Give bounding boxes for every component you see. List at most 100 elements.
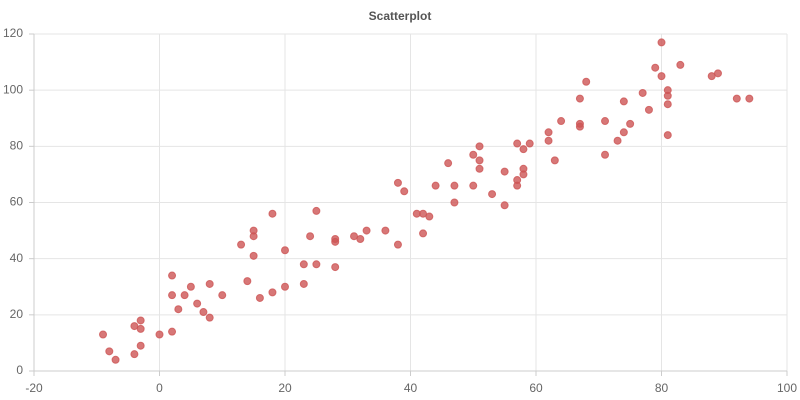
point [249,232,258,241]
point [299,260,308,269]
point [105,347,114,356]
point [155,330,164,339]
point [500,201,509,210]
point [331,237,340,246]
point [557,117,566,126]
point [575,122,584,131]
point [732,94,741,103]
y-tick-label: 60 [10,195,24,209]
point [519,170,528,179]
point [475,164,484,173]
point [136,324,145,333]
y-tick-label: 0 [16,363,23,377]
x-tick-label: 20 [278,381,292,395]
y-tick-label: 120 [3,26,23,40]
point [663,131,672,140]
x-tick-label: 0 [156,381,163,395]
point [676,60,685,69]
x-tick-label: 40 [404,381,418,395]
x-tick-label: 80 [655,381,669,395]
point [619,128,628,137]
point [268,209,277,218]
point [513,139,522,148]
point [136,341,145,350]
point [393,178,402,187]
y-tick-label: 80 [10,139,24,153]
point [745,94,754,103]
point [651,63,660,72]
point [186,282,195,291]
point [469,150,478,159]
point [619,97,628,106]
point [488,190,497,199]
point [205,313,214,322]
point [713,69,722,78]
point [130,350,139,359]
point [400,187,409,196]
point [544,136,553,145]
point [582,77,591,86]
point [393,240,402,249]
x-tick-label: 60 [529,381,543,395]
point [205,279,214,288]
point [199,308,208,317]
point [243,277,252,286]
point [255,293,264,302]
point [193,299,202,308]
chart-title: Scatterplot [369,9,432,23]
point [657,38,666,47]
point [519,145,528,154]
point [475,142,484,151]
point [638,88,647,97]
point [626,119,635,128]
x-tick-label: 100 [777,381,797,395]
y-tick-label: 40 [10,251,24,265]
point [99,330,108,339]
point [601,150,610,159]
point [356,235,365,244]
point [425,212,434,221]
point [513,181,522,190]
point [431,181,440,190]
point [575,94,584,103]
point [381,226,390,235]
point [601,117,610,126]
point [613,136,622,145]
point [475,156,484,165]
y-tick-label: 20 [10,307,24,321]
point [306,232,315,241]
point [450,198,459,207]
point [550,156,559,165]
point [174,305,183,314]
point [644,105,653,114]
point [444,159,453,168]
point [281,246,289,255]
point [168,271,177,280]
point [268,288,277,297]
point [469,181,478,190]
point [180,291,189,300]
point [544,128,553,137]
point [312,260,321,269]
y-tick-label: 100 [3,82,23,96]
point [168,327,177,336]
point [136,316,145,325]
point [249,251,258,260]
point [663,100,672,109]
point [500,167,509,176]
point [663,91,672,100]
point [281,282,289,291]
point [168,291,177,300]
x-tick-label: -20 [25,381,43,395]
point [237,240,246,249]
point [331,263,340,272]
point [657,72,666,81]
point [218,291,227,300]
point [111,355,120,364]
point [299,279,308,288]
point [525,139,534,148]
point [419,229,428,238]
point [450,181,459,190]
point [362,226,371,235]
